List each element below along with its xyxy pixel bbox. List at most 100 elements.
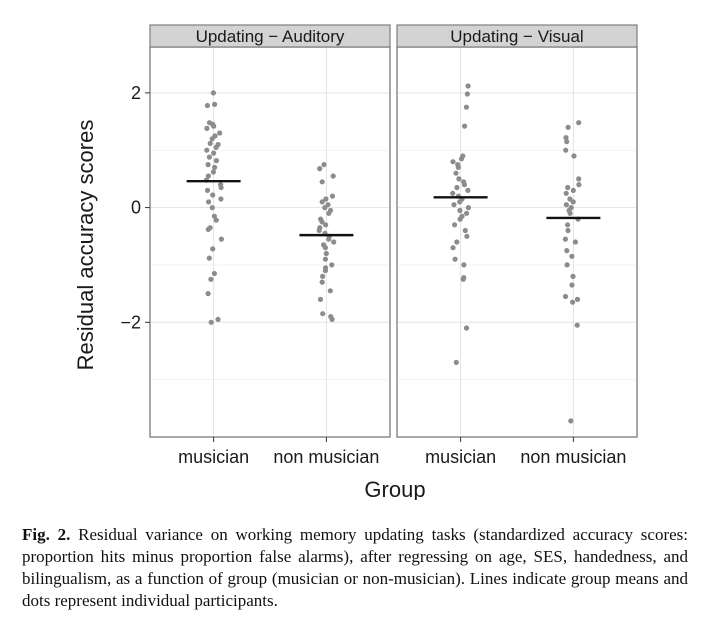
data-point <box>452 222 458 228</box>
data-point <box>320 273 326 279</box>
x-tick-label: non musician <box>273 447 379 467</box>
data-point <box>213 144 219 150</box>
data-point <box>576 176 582 182</box>
data-point <box>564 248 570 254</box>
data-point <box>451 202 457 208</box>
data-point <box>319 279 325 285</box>
data-point <box>457 199 463 205</box>
data-point <box>319 179 325 185</box>
data-point <box>569 282 575 288</box>
panel-1: Updating − Auditory <box>149 24 391 438</box>
data-point <box>210 192 216 198</box>
data-point <box>205 226 211 232</box>
data-point <box>208 276 214 282</box>
data-point <box>208 319 214 325</box>
data-point <box>563 135 569 141</box>
data-point <box>463 325 470 331</box>
data-point <box>215 316 221 322</box>
data-point <box>327 288 333 294</box>
data-point <box>462 123 468 129</box>
data-point <box>329 262 335 268</box>
data-point <box>205 173 211 179</box>
data-point <box>456 176 462 182</box>
data-point <box>576 120 582 126</box>
data-point <box>326 236 332 242</box>
data-point <box>322 256 328 262</box>
panel-background <box>396 46 638 438</box>
data-point <box>322 268 328 274</box>
data-point <box>450 245 456 251</box>
data-point <box>319 219 325 225</box>
data-point <box>465 205 471 211</box>
data-point <box>450 159 456 165</box>
data-point <box>454 239 460 245</box>
data-point <box>567 210 573 216</box>
data-point <box>322 245 328 251</box>
data-point <box>213 217 219 223</box>
data-point <box>211 270 217 277</box>
data-point <box>570 187 576 193</box>
data-point <box>462 227 468 234</box>
data-point <box>323 250 329 257</box>
data-point <box>207 140 213 146</box>
panel-title: Updating − Auditory <box>196 27 345 46</box>
data-point <box>211 123 217 129</box>
data-point <box>460 276 466 282</box>
data-point <box>319 199 325 205</box>
panel-title: Updating − Visual <box>450 27 583 46</box>
panel-2: Updating − Visual <box>396 24 638 438</box>
panel-strip <box>149 24 391 48</box>
data-point <box>326 210 332 216</box>
data-point <box>453 359 459 365</box>
data-point <box>570 273 576 279</box>
data-point <box>464 210 470 216</box>
data-point <box>331 239 337 245</box>
data-point <box>452 256 458 262</box>
data-point <box>330 173 336 179</box>
data-point <box>569 253 575 259</box>
data-point <box>210 90 216 96</box>
data-point <box>212 101 218 107</box>
data-point <box>457 216 463 222</box>
data-point <box>204 187 211 193</box>
data-point <box>568 418 574 424</box>
x-tick-label: non musician <box>520 447 626 467</box>
data-point <box>320 311 326 317</box>
data-point <box>204 125 210 131</box>
data-point <box>211 213 217 219</box>
residual-accuracy-figure: Updating − Auditory Updating − Visual mus… <box>73 24 638 500</box>
data-point <box>218 236 224 242</box>
data-point <box>464 233 470 239</box>
data-point <box>323 222 329 228</box>
data-point <box>565 184 571 191</box>
data-point <box>210 246 216 252</box>
data-point <box>564 262 570 268</box>
data-point <box>454 184 460 191</box>
data-point <box>461 182 467 188</box>
data-point <box>329 193 336 199</box>
figure-caption: Fig. 2. Residual variance on working mem… <box>22 524 688 612</box>
data-point <box>453 170 459 176</box>
data-point <box>574 322 580 328</box>
data-point <box>463 104 469 110</box>
data-point <box>206 199 212 205</box>
data-point <box>563 202 570 208</box>
data-point <box>464 91 470 97</box>
data-point <box>574 296 581 302</box>
data-point <box>317 166 323 172</box>
data-point <box>565 124 571 130</box>
data-point <box>564 139 570 145</box>
data-point <box>209 205 215 211</box>
data-point <box>205 162 211 168</box>
data-point <box>217 130 223 136</box>
figure-caption-text: Residual variance on working memory upda… <box>22 525 689 610</box>
data-point <box>562 293 569 300</box>
data-point <box>321 162 327 168</box>
panel-background <box>149 46 391 438</box>
data-point <box>316 227 322 234</box>
data-point <box>329 316 335 322</box>
data-point <box>570 199 576 205</box>
x-axis-title: Group <box>364 477 425 500</box>
data-point <box>206 255 212 261</box>
data-point <box>218 196 224 202</box>
